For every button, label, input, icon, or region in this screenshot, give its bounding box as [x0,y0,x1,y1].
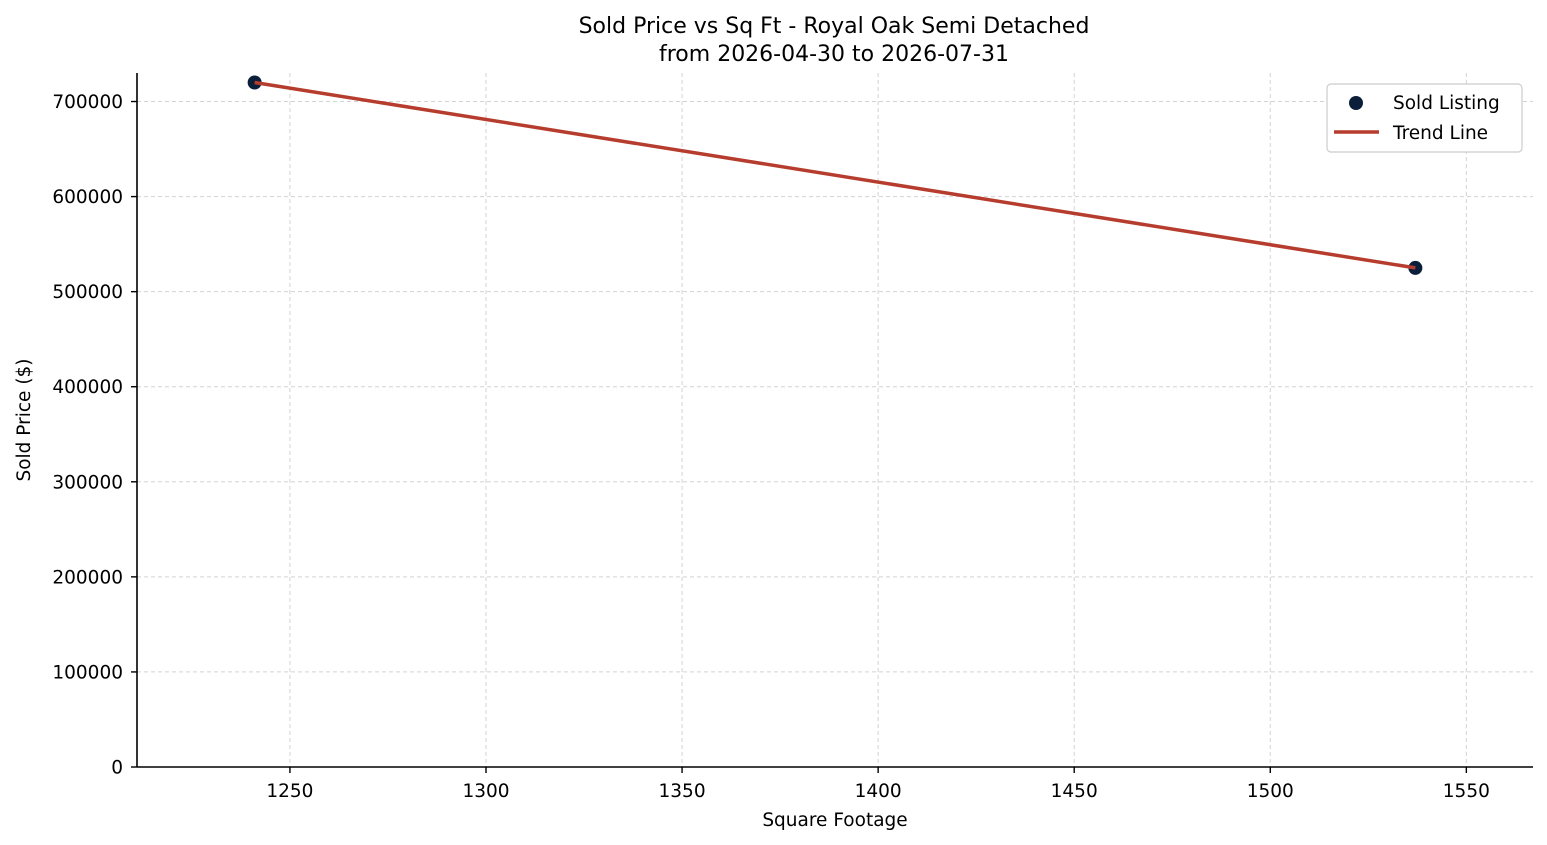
axis-ticks: 1250 1300 1350 1400 1450 1500 1550 0 100000 20000… [52,92,1490,802]
legend-label-trend-line: Trend Line [1392,123,1488,144]
y-tick-label: 100000 [52,662,123,683]
y-tick-label: 500000 [52,282,123,303]
x-tick-label: 1400 [855,781,902,802]
legend-label-sold-listing: Sold Listing [1393,93,1500,114]
trend-line [254,80,1416,270]
chart-subtitle: from 2026-04-30 to 2026-07-31 [659,42,1009,67]
legend: Sold Listing Trend Line [1326,83,1523,153]
y-axis-label: Sold Price ($) [14,358,35,481]
x-tick-label: 1250 [266,781,313,802]
x-axis-label: Square Footage [762,810,907,831]
x-tick-label: 1500 [1247,781,1294,802]
chart-title: Sold Price vs Sq Ft - Royal Oak Semi Det… [579,14,1090,39]
x-tick-label: 1300 [462,781,509,802]
x-tick-label: 1550 [1443,781,1490,802]
legend-box [1326,83,1523,153]
series-layer [247,75,1423,275]
y-tick-label: 0 [111,758,123,779]
grid-lines [137,73,1533,767]
x-tick-label: 1450 [1051,781,1098,802]
y-tick-label: 400000 [52,377,123,398]
legend-marker-sold-listing [1349,96,1363,110]
y-tick-label: 700000 [52,92,123,113]
y-tick-label: 300000 [52,472,123,493]
y-tick-label: 600000 [52,187,123,208]
x-tick-label: 1350 [659,781,706,802]
y-tick-label: 200000 [52,567,123,588]
